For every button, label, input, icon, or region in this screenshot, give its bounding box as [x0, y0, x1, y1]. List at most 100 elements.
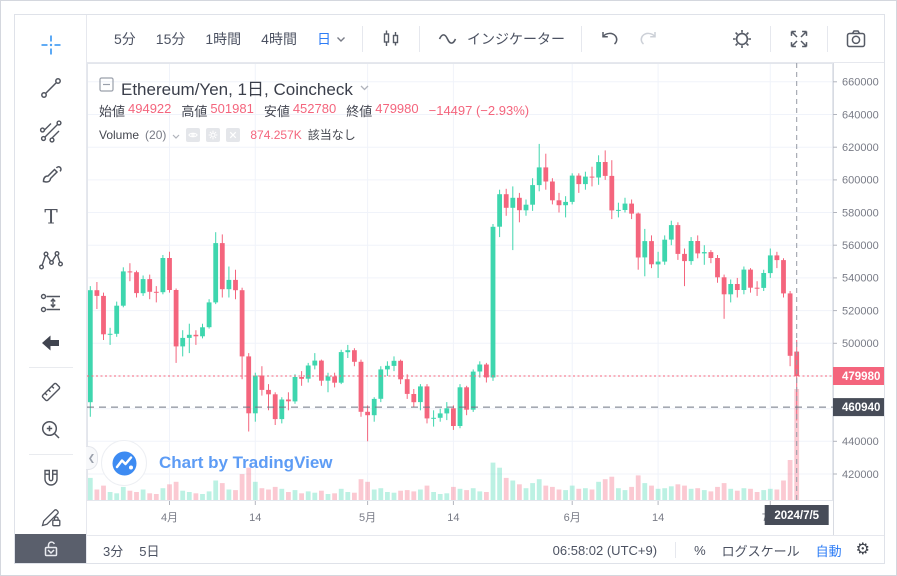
chart-legend: Ethereum/Yen, 1日, Coincheck 始値 494922 高値 5…: [99, 75, 529, 144]
toolbar-divider: [361, 25, 363, 52]
volume-param: (20): [145, 127, 167, 142]
xabcd-pattern-icon: [38, 250, 63, 270]
ohlc-row: 始値 494922 高値 501981 安値 452780 終値 479980 −144…: [99, 100, 529, 121]
low-value: 452780: [292, 101, 337, 116]
tradingview-logo-icon: [101, 440, 147, 486]
quick-interval-3min-button[interactable]: 3分: [97, 538, 129, 563]
drawing-toolbar: T: [15, 15, 87, 563]
close-label: 終値: [346, 104, 373, 119]
measure-tool-button[interactable]: [29, 373, 73, 411]
interval-dropdown-chevron-icon[interactable]: [336, 30, 346, 48]
redo-arrow-icon: [640, 31, 656, 45]
log-scale-button[interactable]: ログスケール: [716, 538, 806, 563]
svg-text:T: T: [44, 204, 58, 228]
quick-interval-5day-button[interactable]: 5日: [133, 538, 165, 563]
mini-gear-icon: [209, 130, 218, 139]
clock-timezone-button[interactable]: 06:58:02 (UTC+9): [547, 540, 663, 561]
text-icon: T: [44, 204, 58, 228]
interval-4hour-button[interactable]: 4時間: [252, 24, 306, 54]
volume-label: Volume: [99, 127, 140, 142]
high-value: 501981: [210, 101, 254, 116]
percent-scale-button[interactable]: %: [688, 540, 712, 561]
watermark-text: Chart by TradingView: [159, 453, 333, 472]
auto-scale-button[interactable]: 自動: [810, 538, 848, 563]
pencil-lock-icon: [41, 509, 60, 527]
open-value: 494922: [128, 101, 172, 116]
text-tool-button[interactable]: T: [29, 195, 73, 238]
chart-main-column: 5分 15分 1時間 4時間 日 インジケーター: [86, 15, 884, 564]
interval-1day-button[interactable]: 日: [308, 24, 334, 54]
legend-collapse-button[interactable]: [99, 77, 114, 97]
fullscreen-button[interactable]: [781, 23, 817, 55]
scale-settings-gear-icon[interactable]: ⚙: [855, 541, 870, 558]
close-icon: [230, 131, 237, 138]
svg-text:600000: 600000: [842, 175, 879, 187]
tradingview-watermark[interactable]: Chart by TradingView: [101, 440, 333, 486]
svg-text:14: 14: [652, 512, 664, 524]
svg-text:620000: 620000: [842, 142, 879, 154]
toolbar-divider: [28, 454, 73, 455]
svg-text:500000: 500000: [842, 338, 879, 350]
undo-button[interactable]: [592, 23, 628, 55]
svg-text:479980: 479980: [842, 371, 880, 383]
toolbar-divider: [580, 25, 582, 52]
crosshair-date-badge: 2024/7/5: [764, 505, 829, 525]
high-label: 高値: [181, 104, 208, 119]
price-axis[interactable]: 660000 640000 620000 600000 580000 560000 5400…: [833, 77, 879, 481]
toolbar-divider: [827, 25, 828, 52]
svg-text:580000: 580000: [842, 207, 879, 219]
candlestick-icon: [383, 30, 399, 46]
unlock-icon: [44, 540, 57, 556]
hide-drawings-button[interactable]: [29, 324, 73, 362]
brush-tool-button[interactable]: [29, 152, 73, 195]
ruler-icon: [41, 382, 60, 402]
svg-text:420000: 420000: [842, 469, 879, 481]
forecast-icon: [40, 293, 60, 312]
chart-toolbar: 5分 15分 1時間 4時間 日 インジケーター: [87, 15, 884, 63]
chart-settings-button[interactable]: [724, 23, 760, 55]
gann-fib-icon: [39, 119, 62, 143]
indicators-button[interactable]: インジケーター: [430, 23, 571, 55]
svg-text:660000: 660000: [842, 77, 879, 89]
crosshair-tool-button[interactable]: [29, 23, 73, 66]
zoom-in-tool-button[interactable]: [29, 411, 73, 449]
symbol-dropdown-chevron-icon[interactable]: [360, 78, 369, 96]
volume-dropdown-chevron-icon[interactable]: [172, 128, 180, 142]
snapshot-button[interactable]: [838, 23, 874, 55]
interval-1hour-button[interactable]: 1時間: [196, 24, 250, 54]
time-axis[interactable]: 4月145月146月147月: [161, 501, 779, 524]
indicators-label: インジケーター: [466, 30, 565, 47]
wave-icon: [438, 33, 457, 44]
interval-15min-button[interactable]: 15分: [147, 24, 195, 54]
volume-status: 該当なし: [307, 128, 356, 142]
volume-settings-button[interactable]: [206, 127, 221, 142]
symbol-title[interactable]: Ethereum/Yen, 1日, Coincheck: [121, 79, 353, 99]
crosshair-price-badge: 460940: [833, 398, 884, 417]
candles: [87, 143, 800, 442]
chart-style-button[interactable]: [373, 23, 409, 55]
magnet-mode-button[interactable]: [29, 460, 73, 498]
volume-remove-button[interactable]: [226, 127, 241, 142]
lock-drawings-button[interactable]: [29, 498, 73, 536]
trading-chart-window: T: [14, 14, 885, 564]
gear-icon: [733, 29, 751, 48]
volume-visibility-button[interactable]: [186, 127, 201, 142]
change-value: −14497 (−2.93%): [428, 103, 530, 118]
xabcd-pattern-tool-button[interactable]: [29, 238, 73, 281]
low-label: 安値: [263, 104, 290, 119]
interval-5min-button[interactable]: 5分: [105, 24, 145, 54]
volume-row: Volume (20): [99, 125, 529, 144]
svg-text:14: 14: [249, 512, 261, 524]
camera-icon: [846, 29, 866, 47]
svg-text:460940: 460940: [842, 402, 880, 414]
volume-bars: [87, 389, 800, 501]
forecast-tool-button[interactable]: [29, 281, 73, 324]
panel-lock-button[interactable]: [15, 534, 86, 563]
gann-fib-tool-button[interactable]: [29, 109, 73, 152]
chart-canvas[interactable]: 660000 640000 620000 600000 580000 560000 5400…: [87, 63, 884, 535]
chart-bottom-bar: 3分 5日 06:58:02 (UTC+9) % ログスケール 自動 ⚙: [87, 535, 884, 564]
svg-text:6月: 6月: [564, 512, 581, 524]
redo-button[interactable]: [630, 23, 666, 55]
trend-line-tool-button[interactable]: [29, 66, 73, 109]
